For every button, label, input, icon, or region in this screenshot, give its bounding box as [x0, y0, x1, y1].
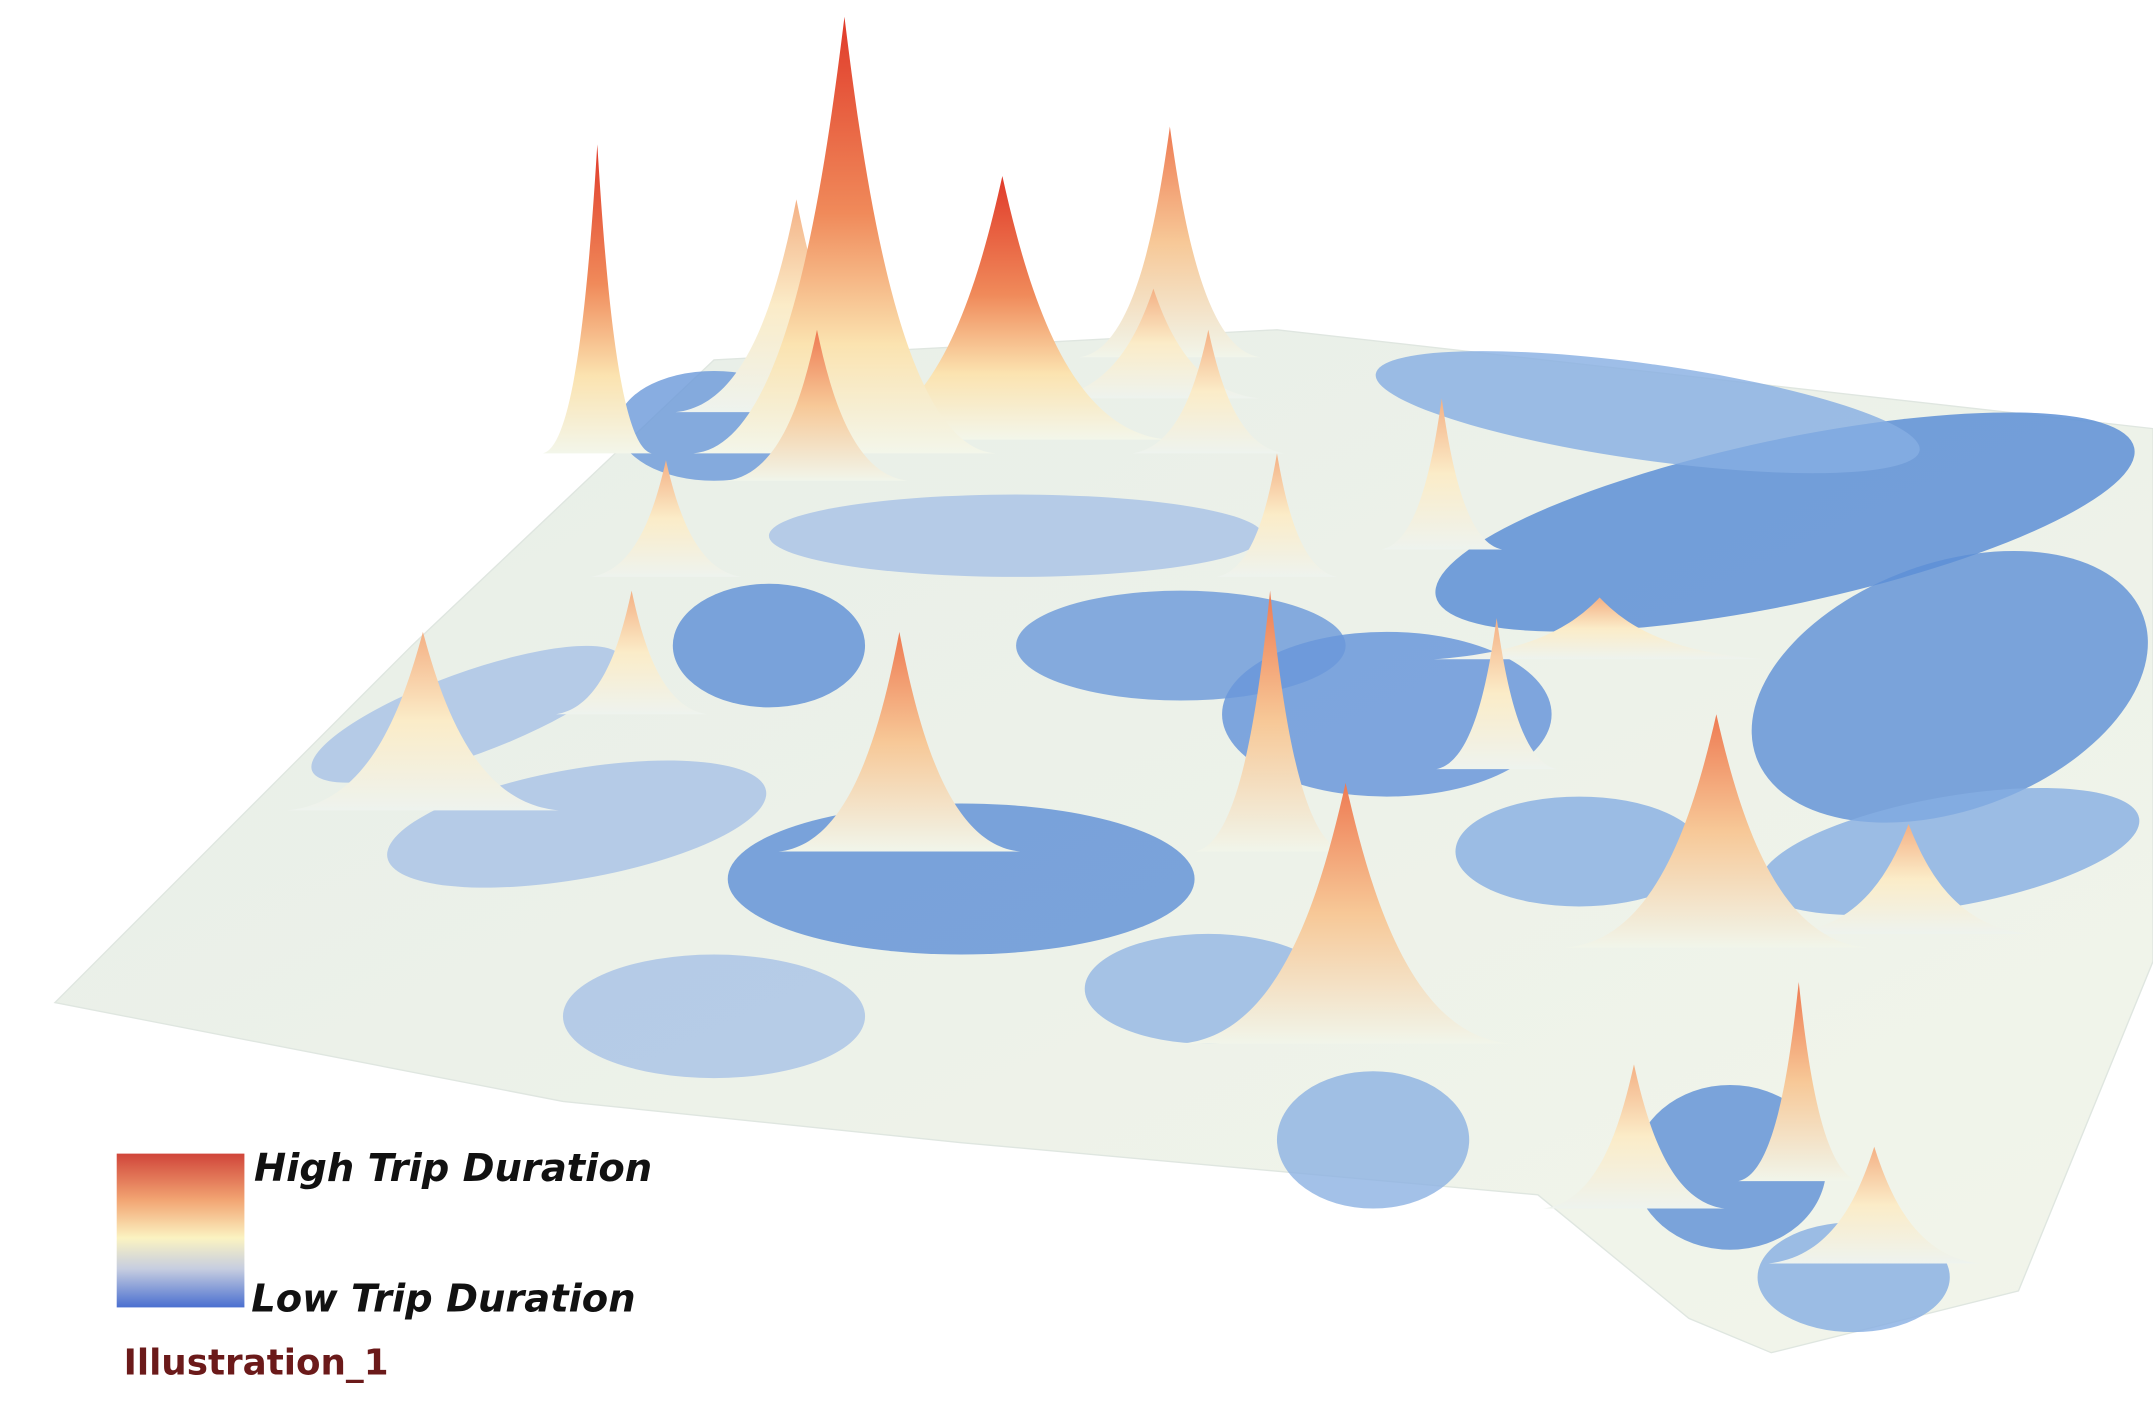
- legend-low-label: Low Trip Duration: [251, 1277, 635, 1322]
- low-region: [673, 584, 865, 708]
- caption: Illustration_1: [124, 1343, 389, 1384]
- peak: [1079, 127, 1260, 358]
- surface-illustration: High Trip Duration Low Trip Duration Ill…: [0, 0, 2153, 1401]
- low-region: [563, 955, 865, 1079]
- low-region: [1277, 1071, 1469, 1208]
- low-region: [769, 495, 1263, 577]
- legend-color-bar: [117, 1154, 245, 1308]
- legend-high-label: High Trip Duration: [254, 1146, 652, 1191]
- page: {"legend": {"high_label": "High Trip Dur…: [0, 0, 2153, 1401]
- legend: High Trip Duration Low Trip Duration: [117, 1146, 652, 1321]
